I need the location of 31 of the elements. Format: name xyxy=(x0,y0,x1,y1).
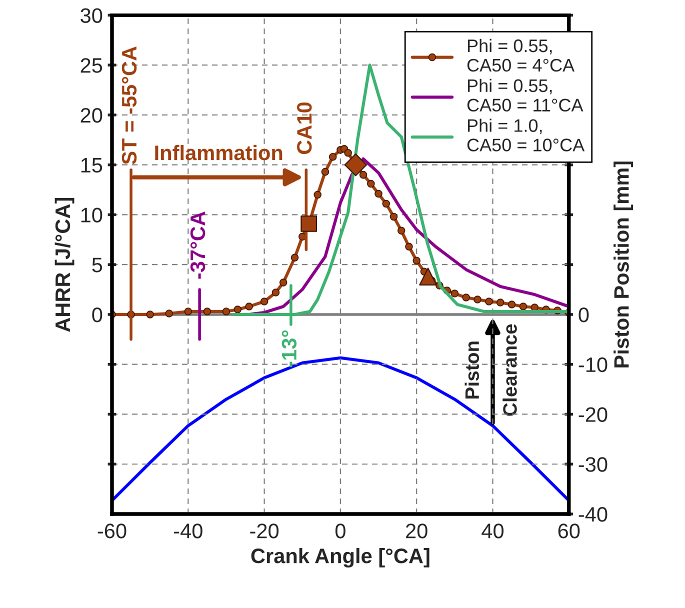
y-tick-label: 5 xyxy=(92,258,102,272)
y-tick-label: 30 xyxy=(80,8,102,23)
ref-line-label: -37°CA xyxy=(190,212,206,279)
x-tick-label: -60 xyxy=(98,524,126,538)
annotation: Inflammation xyxy=(155,144,282,160)
y2-tick-label: -40 xyxy=(578,507,608,522)
y2-tick-label: 0 xyxy=(578,307,589,322)
y-tick-label: 0 xyxy=(92,307,102,322)
y-tick-label: 10 xyxy=(81,208,102,222)
text: Piston Clearance xyxy=(464,324,517,416)
y2-tick-label: -10 xyxy=(578,357,608,372)
y-tick-label: 20 xyxy=(80,108,102,123)
x-tick-label: -40 xyxy=(174,524,202,538)
y-axis-title: AHRR [J/°CA] xyxy=(54,198,74,332)
x-tick-label: 60 xyxy=(558,524,580,538)
y2-axis-title: Piston Position [mm] xyxy=(614,162,634,368)
legend-label: Phi = 0.55, CA50 = 4°CA xyxy=(467,38,575,72)
legend-label: Phi = 0.55, CA50 = 11°CA xyxy=(467,78,584,112)
y-tick-label: 15 xyxy=(81,158,102,173)
x-tick-label: -20 xyxy=(250,524,279,538)
x-tick-label: 0 xyxy=(335,524,346,538)
y2-tick-label: -30 xyxy=(578,457,608,472)
x-axis-title: Crank Angle [°CA] xyxy=(251,548,430,568)
legend-label: Phi = 1.0, CA50 = 10°CA xyxy=(467,118,585,152)
ref-line-label: -13° xyxy=(282,330,297,368)
ref-line-label: ST = -55°CA xyxy=(122,46,137,164)
x-tick-label: 40 xyxy=(482,524,504,538)
x-tick-label: 20 xyxy=(406,524,428,538)
y-tick-label: 25 xyxy=(80,58,102,73)
y2-tick-label: -20 xyxy=(578,407,608,422)
ref-line-label: CA10 xyxy=(297,102,312,154)
